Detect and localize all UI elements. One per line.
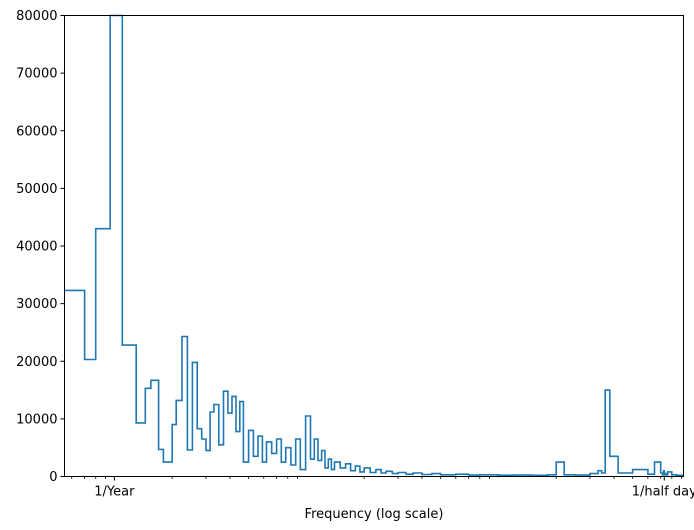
y-tick-label: 50000 — [16, 182, 57, 197]
y-tick-label: 40000 — [16, 240, 57, 255]
x-tick-label: 1/half day — [632, 485, 694, 500]
y-tick-label: 20000 — [16, 355, 57, 370]
y-tick-label: 80000 — [16, 9, 57, 24]
x-axis-ticks: 1/Year 1/half day — [71, 476, 694, 500]
series-line — [64, 14, 684, 477]
y-tick-label: 30000 — [16, 297, 57, 312]
y-tick-label: 10000 — [16, 412, 57, 427]
y-tick-label: 60000 — [16, 124, 57, 139]
plot-frame — [64, 15, 684, 477]
y-axis-ticks: 0 10000 20000 30000 40000 50000 60000 70000 8000… — [16, 9, 65, 485]
x-tick-label: 1/Year — [94, 485, 135, 500]
x-axis-label: Frequency (log scale) — [305, 507, 444, 522]
y-tick-label: 70000 — [16, 67, 57, 82]
y-tick-label: 0 — [49, 470, 57, 485]
